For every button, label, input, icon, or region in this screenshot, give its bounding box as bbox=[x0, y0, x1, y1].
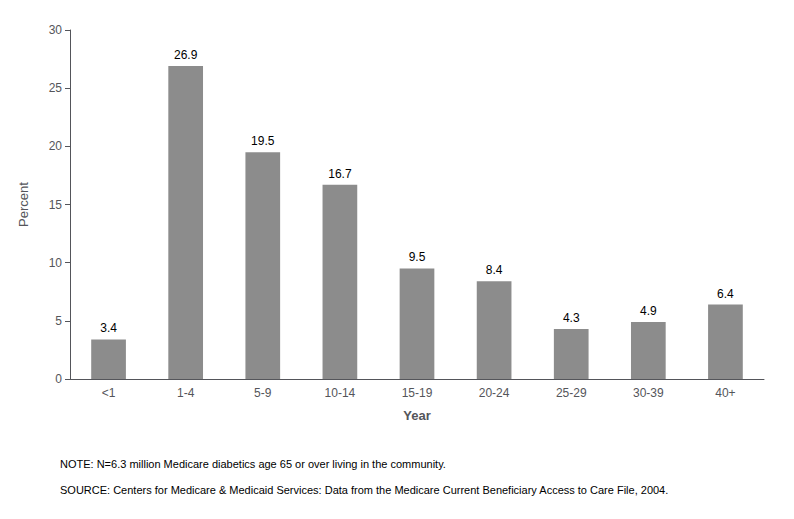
svg-text:15: 15 bbox=[49, 198, 63, 212]
svg-text:4.3: 4.3 bbox=[563, 311, 580, 325]
svg-text:5-9: 5-9 bbox=[254, 386, 272, 400]
svg-text:10-14: 10-14 bbox=[325, 386, 356, 400]
svg-text:Percent: Percent bbox=[16, 182, 31, 227]
svg-text:30: 30 bbox=[49, 23, 63, 37]
svg-text:SOURCE: Centers for Medicare &: SOURCE: Centers for Medicare & Medicaid … bbox=[60, 484, 668, 496]
svg-text:40+: 40+ bbox=[715, 386, 735, 400]
svg-text:15-19: 15-19 bbox=[402, 386, 433, 400]
svg-text:30-39: 30-39 bbox=[633, 386, 664, 400]
svg-text:NOTE: N=6.3 million Medicare d: NOTE: N=6.3 million Medicare diabetics a… bbox=[60, 458, 446, 470]
svg-text:<1: <1 bbox=[102, 386, 116, 400]
svg-text:6.4: 6.4 bbox=[717, 287, 734, 301]
svg-text:26.9: 26.9 bbox=[174, 48, 198, 62]
svg-text:20: 20 bbox=[49, 139, 63, 153]
svg-text:0: 0 bbox=[55, 372, 62, 386]
svg-text:25: 25 bbox=[49, 81, 63, 95]
svg-text:19.5: 19.5 bbox=[251, 134, 275, 148]
svg-text:25-29: 25-29 bbox=[556, 386, 587, 400]
svg-text:9.5: 9.5 bbox=[409, 250, 426, 264]
svg-text:10: 10 bbox=[49, 256, 63, 270]
svg-text:3.4: 3.4 bbox=[100, 321, 117, 335]
svg-text:1-4: 1-4 bbox=[177, 386, 195, 400]
svg-text:5: 5 bbox=[55, 314, 62, 328]
svg-text:Year: Year bbox=[403, 408, 430, 423]
svg-text:20-24: 20-24 bbox=[479, 386, 510, 400]
svg-text:4.9: 4.9 bbox=[640, 304, 657, 318]
svg-text:16.7: 16.7 bbox=[328, 167, 352, 181]
svg-text:8.4: 8.4 bbox=[486, 263, 503, 277]
